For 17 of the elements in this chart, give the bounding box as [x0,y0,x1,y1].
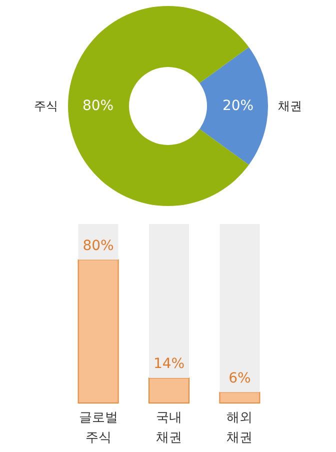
bar [149,224,189,378]
data-label: 14% [153,356,185,372]
data-label: 80% [82,238,114,254]
bar [219,392,260,404]
bar [78,224,118,260]
slice-label: 채권 [278,99,302,113]
x-tick-label: 해외 채권 [226,410,253,446]
data-label: 80% [82,98,114,114]
bar [220,224,260,392]
donut-slice [200,47,268,165]
x-tick-label: 국내 채권 [156,410,182,446]
data-label: 6% [228,370,251,386]
x-tick-label: 글로벌 주식 [78,410,118,446]
slice-label: 주식 [34,99,58,113]
bar [78,259,119,404]
bar [148,377,190,404]
data-label: 20% [222,98,254,114]
